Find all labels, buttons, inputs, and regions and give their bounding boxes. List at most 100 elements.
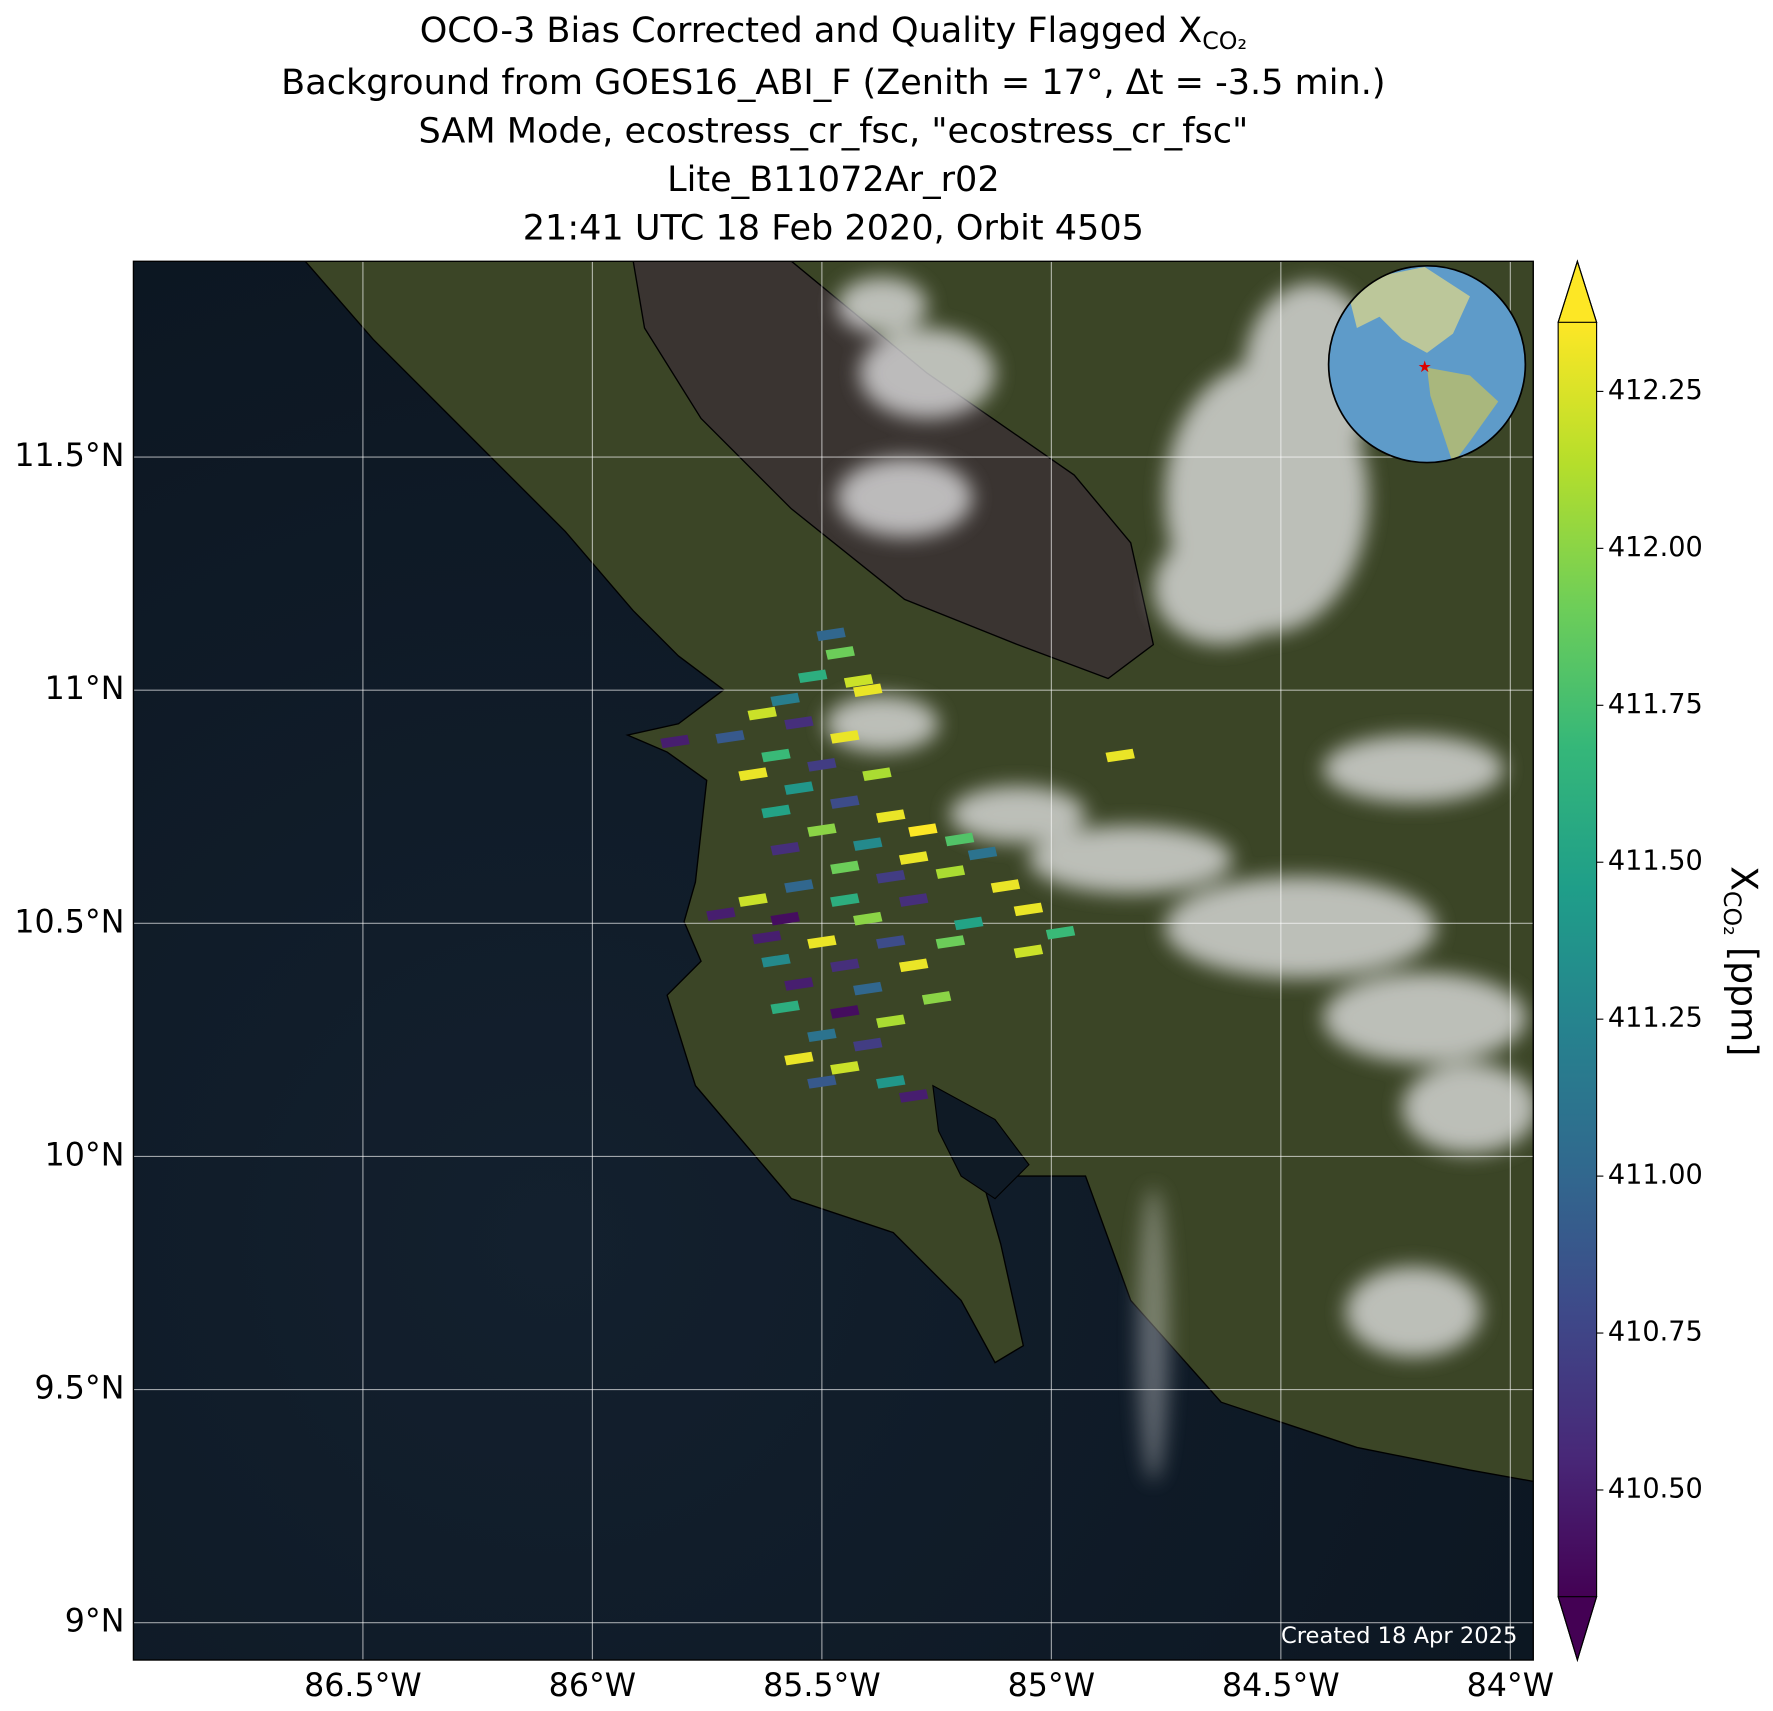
sounding <box>761 748 791 763</box>
colorbar: 410.50 410.75 411.00 411.25 411.50 411.75 412.… <box>1557 259 1703 1662</box>
sounding <box>853 683 883 698</box>
sounding <box>784 1051 814 1066</box>
sounding <box>770 692 800 707</box>
colorbar-extend-max <box>1557 259 1598 323</box>
y-tick-label: 10°N <box>45 1137 125 1173</box>
sounding <box>761 953 791 968</box>
sounding <box>706 907 736 921</box>
colorbar-tick-label: 412.25 <box>1608 375 1703 406</box>
sounding <box>770 841 800 856</box>
svg-text:★: ★ <box>1418 357 1432 376</box>
sounding <box>853 837 883 851</box>
y-tick-label: 9°N <box>65 1604 125 1640</box>
y-tick-label: 9.5°N <box>35 1371 125 1407</box>
sounding <box>807 823 837 837</box>
sounding <box>1013 902 1044 917</box>
sounding <box>876 935 906 949</box>
title: OCO-3 Bias Corrected and Quality Flagged… <box>420 10 1247 55</box>
subtitle: Background from GOES16_ABI_F (Zenith = 1… <box>281 62 1385 103</box>
sounding <box>876 1075 906 1089</box>
axes: 86.5°W 86°W 85.5°W 85°W 84.5°W 84°W 9°N 9.5°N 10… <box>14 438 1554 1704</box>
sounding <box>784 716 814 730</box>
sounding <box>770 911 800 926</box>
sounding <box>830 1005 860 1019</box>
subtitle: 21:41 UTC 18 Feb 2020, Orbit 4505 <box>523 208 1144 249</box>
y-tick-label: 11.5°N <box>14 438 124 474</box>
sounding <box>967 846 998 861</box>
colorbar-tick-label: 411.00 <box>1608 1160 1703 1191</box>
colorbar-tick-label: 411.25 <box>1608 1003 1703 1034</box>
sounding <box>770 1000 800 1015</box>
x-tick-label: 84°W <box>1467 1668 1554 1704</box>
sounding <box>807 758 837 772</box>
sounding <box>807 935 837 949</box>
colorbar-body <box>1558 322 1597 1597</box>
sounding <box>935 935 966 949</box>
sounding <box>853 911 883 926</box>
sounding <box>898 1089 929 1103</box>
sounding <box>876 1014 906 1029</box>
sounding <box>898 851 929 865</box>
subtitle-group: Background from GOES16_ABI_F (Zenith = 1… <box>281 62 1385 249</box>
map-frame <box>132 260 1534 1661</box>
sounding <box>921 991 952 1005</box>
colorbar-tick-label: 411.50 <box>1608 846 1703 877</box>
sounding <box>816 627 846 642</box>
sounding <box>825 646 855 660</box>
map-background <box>133 261 1534 1661</box>
sounding <box>1013 944 1044 959</box>
sounding <box>660 734 690 749</box>
colorbar-tick-label: 410.75 <box>1608 1317 1703 1348</box>
colorbar-tick-label: 412.00 <box>1608 532 1703 563</box>
colorbar-label-unit: [ppm] <box>1722 947 1765 1056</box>
sounding <box>747 706 777 721</box>
sounding <box>761 804 791 819</box>
colorbar-frame <box>1557 259 1598 1662</box>
y-tick-label: 10.5°N <box>14 904 124 940</box>
x-tick-label: 85°W <box>1008 1668 1095 1704</box>
sounding <box>908 823 938 837</box>
colorbar-label-subscript: CO₂ <box>1719 891 1747 936</box>
sounding <box>843 674 874 688</box>
sounding <box>990 879 1021 893</box>
sounding <box>738 893 768 907</box>
sounding <box>898 893 929 907</box>
sounding <box>862 767 892 781</box>
sounding <box>830 860 860 875</box>
soundings <box>660 627 1135 1103</box>
colorbar-extend-min <box>1557 1596 1598 1662</box>
sounding <box>954 916 984 931</box>
x-tick-label: 86°W <box>549 1668 636 1704</box>
sounding <box>752 930 782 945</box>
title-text: OCO-3 Bias Corrected and Quality Flagged… <box>420 10 1203 51</box>
colorbar-tick-label: 411.75 <box>1608 689 1703 720</box>
sounding <box>876 809 906 823</box>
inset-globe: ★ <box>1327 264 1527 464</box>
sounding <box>853 981 883 996</box>
x-tick-label: 86.5°W <box>304 1668 422 1704</box>
sounding <box>944 832 975 847</box>
grid <box>133 261 1534 1661</box>
x-tick-label: 85.5°W <box>763 1668 881 1704</box>
credit: Created 18 Apr 2025 <box>1281 1623 1517 1649</box>
x-tick-label: 84.5°W <box>1222 1668 1340 1704</box>
sounding <box>935 865 966 879</box>
sounding <box>738 767 768 781</box>
sounding <box>807 1028 837 1043</box>
subtitle: SAM Mode, ecostress_cr_fsc, "ecostress_c… <box>418 110 1248 151</box>
sounding <box>830 795 860 809</box>
sounding <box>853 1037 883 1052</box>
sounding <box>830 730 860 744</box>
subtitle: Lite_B11072Ar_r02 <box>667 159 1000 200</box>
colorbar-label: XCO₂ [ppm] <box>1719 866 1766 1056</box>
sounding <box>876 869 906 884</box>
colorbar-label-text: X <box>1722 866 1765 891</box>
sounding <box>830 1061 860 1075</box>
sounding <box>715 730 745 744</box>
sounding <box>807 1075 837 1089</box>
sounding <box>798 669 828 684</box>
y-tick-label: 11°N <box>45 671 125 707</box>
sounding <box>1045 925 1076 940</box>
title-subscript: CO₂ <box>1202 26 1247 54</box>
